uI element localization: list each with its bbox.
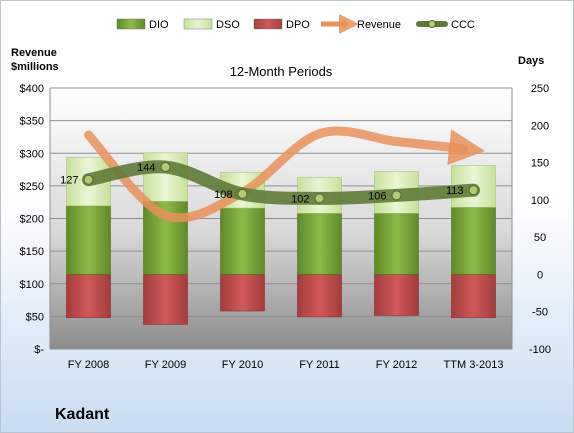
right-axis-title: Days [518,55,544,67]
right-tick-label: -100 [529,344,551,356]
ccc-data-label: 102 [291,193,309,205]
left-tick-label: $350 [20,116,44,128]
category-label: FY 2011 [299,359,340,371]
category-label: FY 2010 [222,359,263,371]
category-label: FY 2012 [376,359,417,371]
dpo-bar [66,274,111,318]
ccc-data-label: 144 [137,162,155,174]
dio-bar [451,207,496,275]
legend-label: DSO [216,19,240,31]
right-tick-label: 100 [531,195,549,207]
ccc-data-label: 106 [368,190,386,202]
legend-swatch [253,18,283,30]
dpo-bar [143,274,188,325]
legend-swatch [116,18,146,30]
legend-label: Revenue [357,19,401,31]
company-name: Kadant [55,406,110,423]
right-tick-label: -50 [532,307,548,319]
right-tick-label: 250 [531,83,549,95]
ccc-point [237,188,248,199]
left-tick-label: $100 [20,279,44,291]
legend-label: CCC [451,19,475,31]
right-tick-label: 200 [531,120,549,132]
chart-title: 12-Month Periods [230,64,333,79]
dio-bar [297,212,342,275]
left-tick-label: $300 [20,148,44,160]
ccc-data-label: 113 [446,185,464,197]
dpo-bar [297,274,342,318]
right-tick-label: 150 [531,158,549,170]
ccc-point [391,190,402,201]
left-axis-title: Revenue [11,47,57,59]
dpo-bar [220,274,265,312]
legend-marker [428,20,436,28]
left-tick-label: $50 [26,311,44,323]
category-label: TTM 3-2013 [444,359,504,371]
ccc-point [83,174,94,185]
right-tick-label: 0 [537,269,543,281]
legend-label: DIO [149,19,169,31]
legend-swatch [183,18,213,30]
ccc-point [160,162,171,173]
dpo-bar [451,274,496,318]
ccc-data-label: 127 [60,175,78,187]
left-tick-label: $250 [20,181,44,193]
dpo-bar [374,274,419,316]
ccc-line [82,160,480,205]
legend-label: DPO [286,19,310,31]
left-tick-label: $150 [20,246,44,258]
ccc-data-label: 108 [214,189,232,201]
dio-bar [374,212,419,275]
left-axis-title: $millions [11,61,59,73]
revenue-line [84,126,485,223]
ccc-point [314,193,325,204]
ccc-point [468,185,479,196]
category-label: FY 2009 [145,359,186,371]
dso-bar [143,152,188,202]
left-tick-label: $200 [20,214,44,226]
dio-bar [220,207,265,275]
left-tick-label: $400 [20,83,44,95]
category-label: FY 2008 [68,359,109,371]
right-tick-label: 50 [534,232,546,244]
dio-bar [66,205,111,275]
left-tick-label: $- [34,344,44,356]
